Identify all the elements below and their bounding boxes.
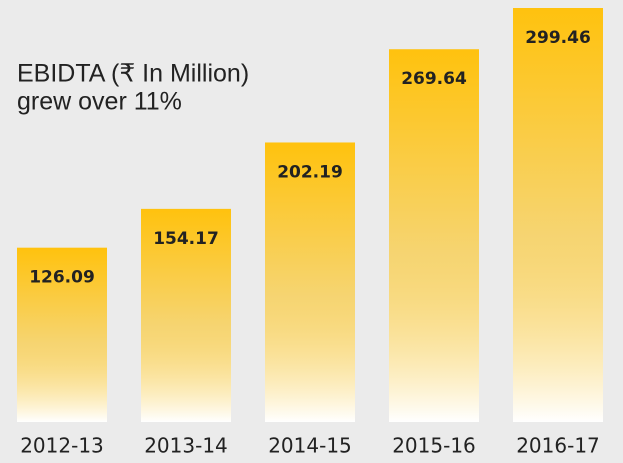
bar (265, 142, 355, 422)
bar (389, 49, 479, 423)
value-label: 299.46 (525, 28, 591, 48)
x-tick-label: 2012-13 (20, 434, 104, 458)
bar (17, 247, 107, 422)
x-tick-label: 2014-15 (268, 434, 352, 458)
x-tick-label: 2013-14 (144, 434, 228, 458)
bar (141, 208, 231, 422)
value-label: 202.19 (277, 162, 343, 182)
value-label: 126.09 (29, 268, 95, 288)
value-label: 269.64 (401, 69, 467, 89)
x-tick-label: 2016-17 (516, 434, 600, 458)
value-label: 154.17 (153, 229, 219, 249)
bar (513, 8, 603, 422)
chart-title: EBIDTA (₹ In Million) (17, 60, 249, 88)
x-tick-label: 2015-16 (392, 434, 476, 458)
chart-title: grew over 11% (17, 88, 182, 116)
